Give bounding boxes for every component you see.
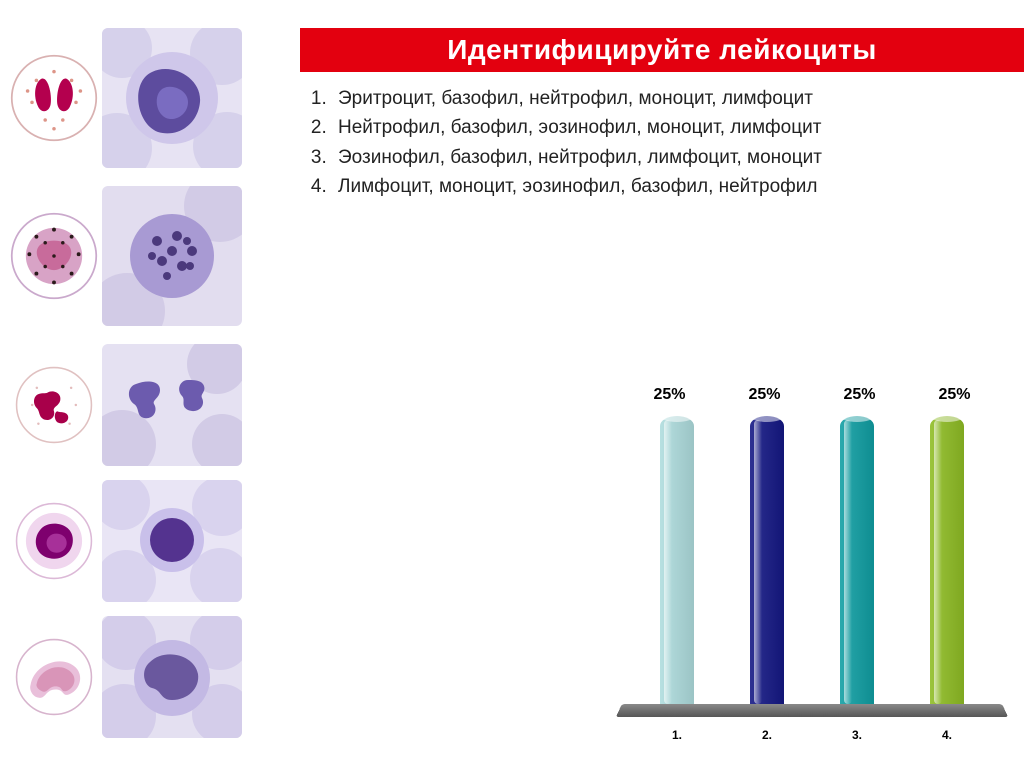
cell-small-lymphocyte-icon xyxy=(10,502,98,580)
cell-small-basophil-icon xyxy=(10,212,98,300)
chart-xlabel-1: 1. xyxy=(672,728,682,742)
poll-bar-chart: 25% 25% 25% 25% 1. 2. 3. 4. xyxy=(622,386,1002,746)
chart-value-3: 25% xyxy=(843,386,875,404)
cell-small-neutrophil-icon xyxy=(10,366,98,444)
thumb-row-3 xyxy=(10,344,286,466)
answer-option-4[interactable]: Лимфоцит, моноцит, эозинофил, базофил, н… xyxy=(332,172,1008,201)
chart-x-labels: 1. 2. 3. 4. xyxy=(622,728,1002,742)
chart-bar-4 xyxy=(930,416,964,708)
thumb-row-4 xyxy=(10,480,286,602)
cell-large-1-icon xyxy=(102,28,242,168)
answer-option-2[interactable]: Нейтрофил, базофил, эозинофил, моноцит, … xyxy=(332,113,1008,142)
cell-large-3-icon xyxy=(102,344,242,466)
chart-value-labels: 25% 25% 25% 25% xyxy=(622,386,1002,404)
answer-list: Эритроцит, базофил, нейтрофил, моноцит, … xyxy=(300,84,1008,202)
cell-large-4-icon xyxy=(102,480,242,602)
chart-xlabel-3: 3. xyxy=(852,728,862,742)
chart-value-2: 25% xyxy=(748,386,780,404)
chart-value-1: 25% xyxy=(653,386,685,404)
thumb-row-2 xyxy=(10,186,286,326)
answer-option-3[interactable]: Эозинофил, базофил, нейтрофил, лимфоцит,… xyxy=(332,143,1008,172)
thumb-row-5 xyxy=(10,616,286,738)
chart-platform xyxy=(616,704,1008,717)
cell-small-eosinophil-icon xyxy=(10,54,98,142)
chart-value-4: 25% xyxy=(938,386,970,404)
chart-bars xyxy=(622,408,1002,708)
cell-large-2-icon xyxy=(102,186,242,326)
cell-large-5-icon xyxy=(102,616,242,738)
cell-thumbnail-strip xyxy=(10,28,286,752)
slide-title: Идентифицируйте лейкоциты xyxy=(300,28,1024,72)
chart-bar-2 xyxy=(750,416,784,708)
thumb-row-1 xyxy=(10,28,286,168)
answer-option-1[interactable]: Эритроцит, базофил, нейтрофил, моноцит, … xyxy=(332,84,1008,113)
cell-small-monocyte-icon xyxy=(10,638,98,716)
chart-xlabel-4: 4. xyxy=(942,728,952,742)
chart-bar-3 xyxy=(840,416,874,708)
chart-bar-1 xyxy=(660,416,694,708)
chart-xlabel-2: 2. xyxy=(762,728,772,742)
